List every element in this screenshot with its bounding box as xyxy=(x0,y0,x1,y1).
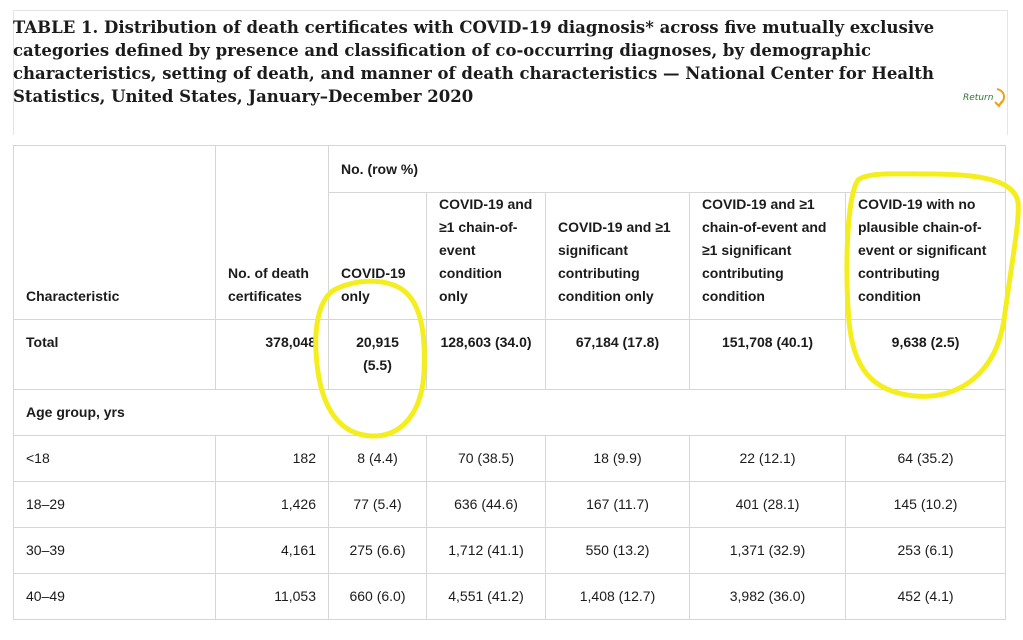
cell-no-plausible: 145 (10.2) xyxy=(844,481,1007,528)
cell-chain-only: 4,551 (41.2) xyxy=(426,573,546,620)
cell-significant-only: 167 (11.7) xyxy=(545,481,690,528)
return-link[interactable]: Return xyxy=(963,88,1009,111)
cell-chain-only: 70 (38.5) xyxy=(426,435,546,482)
cell-no-plausible: 253 (6.1) xyxy=(844,527,1007,574)
table-row-total: Total 378,048 20,915 (5.5) 128,603 (34.0… xyxy=(13,319,1007,390)
cell-no-plausible: 9,638 (2.5) xyxy=(844,319,1007,390)
cell-covid-only: 660 (6.0) xyxy=(328,573,427,620)
title-box-right-border xyxy=(1007,10,1008,135)
header-no-plausible: COVID-19 with no plausible chain-of-even… xyxy=(844,192,1007,320)
cell-chain-only: 1,712 (41.1) xyxy=(426,527,546,574)
header-covid-only: COVID-19 only xyxy=(328,192,427,320)
header-characteristic: Characteristic xyxy=(13,145,216,320)
cell-no-plausible: 452 (4.1) xyxy=(844,573,1007,620)
cell-covid-only: 275 (6.6) xyxy=(328,527,427,574)
header-significant-contributing-only: COVID-19 and ≥1 significant contributing… xyxy=(545,192,690,320)
cell-no-plausible: 64 (35.2) xyxy=(844,435,1007,482)
return-arrow-icon xyxy=(994,88,1005,108)
row-label: Total xyxy=(13,319,216,390)
cell-chain-and-significant: 401 (28.1) xyxy=(689,481,846,528)
cell-chain-and-significant: 22 (12.1) xyxy=(689,435,846,482)
header-no-certificates: No. of death certificates xyxy=(215,145,329,320)
header-group-row-percent: No. (row %) xyxy=(327,145,1007,193)
return-label: Return xyxy=(963,93,994,103)
cell-chain-only: 128,603 (34.0) xyxy=(426,319,546,390)
cell-significant-only: 550 (13.2) xyxy=(545,527,690,574)
table-row: <18 182 8 (4.4) 70 (38.5) 18 (9.9) 22 (1… xyxy=(13,435,1007,482)
data-table: Characteristic No. of death certificates… xyxy=(12,145,1007,620)
cell-chain-and-significant: 151,708 (40.1) xyxy=(689,319,846,390)
cell-covid-only: 20,915 (5.5) xyxy=(328,319,427,390)
cell-certificates: 378,048 xyxy=(215,319,329,390)
cell-chain-and-significant: 1,371 (32.9) xyxy=(689,527,846,574)
row-label: 30–39 xyxy=(13,527,216,574)
cell-chain-and-significant: 3,982 (36.0) xyxy=(689,573,846,620)
row-label: 18–29 xyxy=(13,481,216,528)
table-title: TABLE 1. Distribution of death certifica… xyxy=(13,18,935,106)
cell-significant-only: 67,184 (17.8) xyxy=(545,319,690,390)
table-row-group: Age group, yrs xyxy=(12,389,1007,436)
cell-chain-only: 636 (44.6) xyxy=(426,481,546,528)
cell-covid-only: 8 (4.4) xyxy=(328,435,427,482)
cell-covid-only: 77 (5.4) xyxy=(328,481,427,528)
table-row: 30–39 4,161 275 (6.6) 1,712 (41.1) 550 (… xyxy=(13,527,1007,574)
title-box-top-border xyxy=(13,10,1008,11)
cell-certificates: 182 xyxy=(215,435,329,482)
cell-significant-only: 18 (9.9) xyxy=(545,435,690,482)
header-chain-and-significant: COVID-19 and ≥1 chain-of-event and ≥1 si… xyxy=(689,192,846,320)
cell-significant-only: 1,408 (12.7) xyxy=(545,573,690,620)
title-box-left-border xyxy=(13,10,14,135)
header-chain-of-event-only: COVID-19 and ≥1 chain-of-event condition… xyxy=(426,192,546,320)
row-label: 40–49 xyxy=(13,573,216,620)
group-label-age: Age group, yrs xyxy=(12,389,1007,436)
cell-certificates: 1,426 xyxy=(215,481,329,528)
table-row: 18–29 1,426 77 (5.4) 636 (44.6) 167 (11.… xyxy=(13,481,1007,528)
cell-certificates: 4,161 xyxy=(215,527,329,574)
cell-certificates: 11,053 xyxy=(215,573,329,620)
row-label: <18 xyxy=(13,435,216,482)
table-row: 40–49 11,053 660 (6.0) 4,551 (41.2) 1,40… xyxy=(13,573,1007,620)
